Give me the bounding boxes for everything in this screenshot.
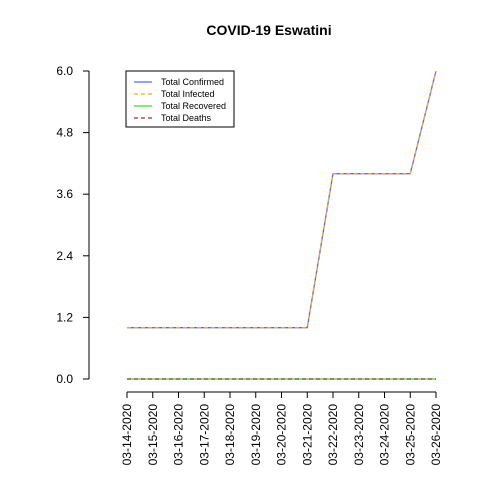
legend-entry: Total Recovered — [161, 101, 226, 111]
x-tick-label: 03-20-2020 — [275, 404, 289, 466]
x-tick-label: 03-21-2020 — [300, 404, 314, 466]
x-tick-label: 03-17-2020 — [197, 404, 211, 466]
y-tick-label: 4.8 — [56, 126, 73, 140]
x-tick-label: 03-19-2020 — [249, 404, 263, 466]
x-tick-label: 03-23-2020 — [352, 404, 366, 466]
legend-entry: Total Infected — [161, 89, 215, 99]
y-tick-label: 0.0 — [56, 372, 73, 386]
x-tick-label: 03-24-2020 — [378, 404, 392, 466]
x-tick-label: 03-15-2020 — [146, 404, 160, 466]
legend-entry: Total Deaths — [161, 113, 212, 123]
y-tick-label: 3.6 — [56, 187, 73, 201]
axes: 0.0 1.2 2.4 3.6 4.8 6.0 03-14-2020 03-15-2020 03… — [56, 64, 443, 465]
legend: Total Confirmed Total Infected Total Recov… — [125, 70, 235, 128]
series-lines — [127, 70, 437, 380]
y-tick-label: 2.4 — [56, 249, 73, 263]
x-tick-label: 03-25-2020 — [403, 404, 417, 466]
x-tick-label: 03-18-2020 — [223, 404, 237, 466]
x-tick-label: 03-16-2020 — [172, 404, 186, 466]
series-line-total-infected — [127, 70, 437, 329]
y-tick-label: 6.0 — [56, 64, 73, 78]
y-tick-label: 1.2 — [56, 310, 73, 324]
legend-entry: Total Confirmed — [161, 77, 224, 87]
x-tick-label: 03-14-2020 — [120, 404, 134, 466]
x-tick-label: 03-22-2020 — [326, 404, 340, 466]
chart-title: COVID-19 Eswatini — [206, 22, 331, 38]
x-tick-label: 03-26-2020 — [429, 404, 443, 466]
